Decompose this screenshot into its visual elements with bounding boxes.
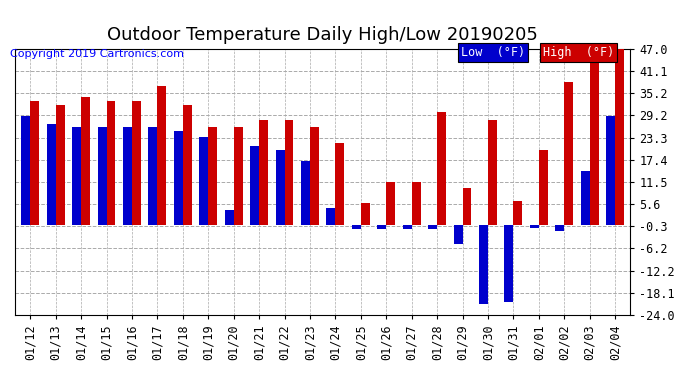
Bar bbox=[513, 201, 522, 225]
Bar bbox=[81, 98, 90, 225]
Bar bbox=[581, 171, 590, 225]
Bar bbox=[504, 225, 513, 302]
Bar bbox=[479, 225, 488, 304]
Bar bbox=[98, 128, 106, 225]
Bar bbox=[539, 150, 548, 225]
Bar bbox=[590, 53, 598, 225]
Bar bbox=[555, 225, 564, 231]
Bar bbox=[310, 128, 319, 225]
Bar bbox=[607, 116, 615, 225]
Bar bbox=[412, 182, 421, 225]
Bar bbox=[453, 225, 462, 244]
Bar bbox=[106, 101, 115, 225]
Bar bbox=[56, 105, 65, 225]
Bar bbox=[250, 146, 259, 225]
Bar bbox=[352, 225, 361, 229]
Bar bbox=[208, 128, 217, 225]
Bar bbox=[428, 225, 437, 229]
Bar bbox=[148, 128, 157, 225]
Bar bbox=[284, 120, 293, 225]
Bar bbox=[234, 128, 243, 225]
Bar bbox=[123, 128, 132, 225]
Bar bbox=[615, 49, 624, 225]
Bar bbox=[403, 225, 412, 229]
Bar bbox=[199, 137, 208, 225]
Bar bbox=[437, 112, 446, 225]
Bar bbox=[530, 225, 539, 228]
Bar bbox=[326, 208, 335, 225]
Bar bbox=[564, 82, 573, 225]
Bar bbox=[259, 120, 268, 225]
Bar bbox=[21, 116, 30, 225]
Bar bbox=[301, 161, 310, 225]
Bar bbox=[377, 225, 386, 229]
Text: Copyright 2019 Cartronics.com: Copyright 2019 Cartronics.com bbox=[10, 49, 184, 59]
Text: Low  (°F): Low (°F) bbox=[461, 46, 525, 59]
Bar bbox=[335, 142, 344, 225]
Bar bbox=[30, 101, 39, 225]
Title: Outdoor Temperature Daily High/Low 20190205: Outdoor Temperature Daily High/Low 20190… bbox=[107, 26, 538, 44]
Bar bbox=[275, 150, 284, 225]
Bar bbox=[72, 128, 81, 225]
Text: High  (°F): High (°F) bbox=[543, 46, 614, 59]
Bar bbox=[386, 182, 395, 225]
Bar bbox=[488, 120, 497, 225]
Bar bbox=[47, 124, 56, 225]
Bar bbox=[225, 210, 234, 225]
Bar bbox=[157, 86, 166, 225]
Bar bbox=[132, 101, 141, 225]
Bar bbox=[462, 188, 471, 225]
Bar bbox=[361, 202, 370, 225]
Bar bbox=[174, 131, 183, 225]
Bar bbox=[183, 105, 192, 225]
